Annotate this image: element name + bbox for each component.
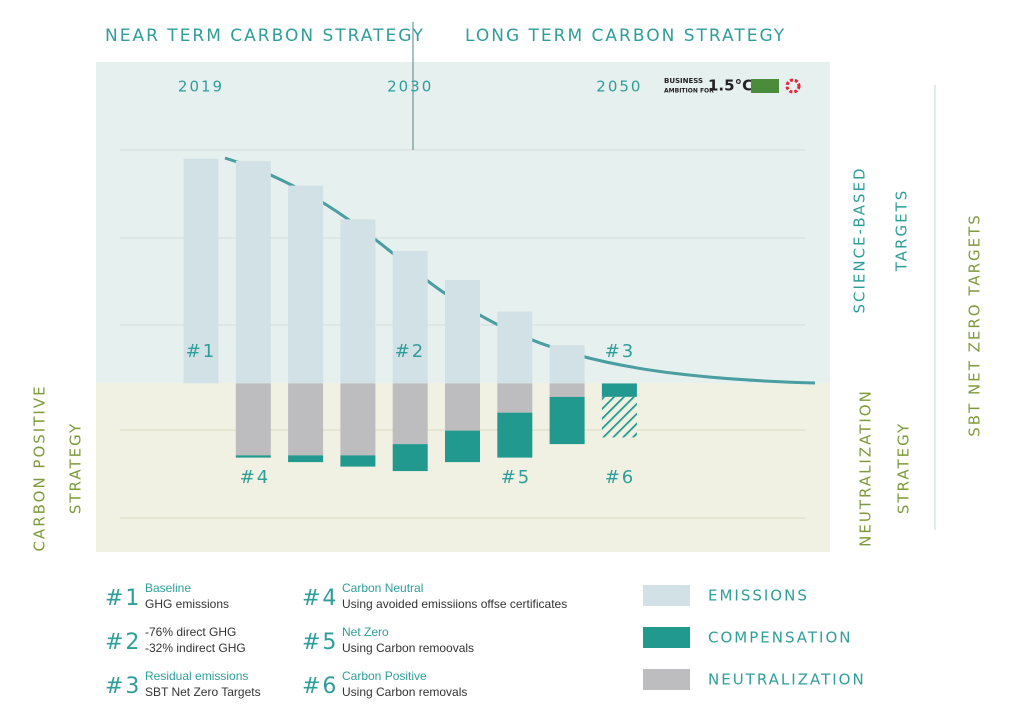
bar-segment bbox=[340, 383, 376, 456]
note-title: Net Zero bbox=[342, 625, 389, 639]
bar-segment bbox=[497, 311, 533, 384]
note-marker: #6 bbox=[302, 674, 338, 699]
annotation: #6 bbox=[605, 467, 636, 488]
side-label: STRATEGY bbox=[895, 422, 913, 514]
side-labels: SCIENCE-BASED TARGETS SBT NET ZERO TARGE… bbox=[31, 166, 984, 551]
bar-segment bbox=[601, 396, 637, 438]
legend-label: COMPENSATION bbox=[708, 629, 852, 647]
year-label: 2019 bbox=[178, 78, 224, 96]
bar-segment bbox=[235, 455, 271, 458]
bar-segment bbox=[288, 185, 324, 384]
side-label: STRATEGY bbox=[67, 422, 85, 514]
bar-segment bbox=[445, 383, 480, 431]
year-label: 2030 bbox=[387, 78, 433, 96]
note-text: -76% direct GHG bbox=[145, 625, 236, 639]
logo-text-3: 1.5°C bbox=[708, 77, 753, 95]
note-title: Residual emissions bbox=[145, 669, 248, 683]
year-label: 2050 bbox=[596, 78, 642, 96]
side-label: SCIENCE-BASED bbox=[851, 166, 869, 313]
notes: #1 Baseline GHG emissions #2 -76% direct GHG… bbox=[105, 581, 567, 699]
bar-segment bbox=[288, 455, 324, 463]
bar-segment bbox=[392, 383, 428, 445]
logo: BUSINESS AMBITION FOR 1.5°C bbox=[664, 77, 801, 95]
annotation: #5 bbox=[501, 467, 532, 488]
bar-segment bbox=[392, 444, 428, 472]
bars: 2019 2030 2050 #1 #2 #3 #4 #5 #6 bbox=[178, 78, 642, 489]
side-label: SBT NET ZERO TARGETS bbox=[966, 213, 984, 437]
legend-label: EMISSIONS bbox=[708, 587, 809, 605]
bar-segment bbox=[392, 250, 428, 384]
annotation: #2 bbox=[395, 341, 426, 362]
note-text: Using Carbon removals bbox=[342, 685, 467, 699]
legend-swatch bbox=[643, 585, 690, 606]
bar-segment bbox=[183, 158, 219, 384]
note-text: GHG emissions bbox=[145, 597, 229, 611]
bar-segment bbox=[445, 280, 480, 384]
near-term-title: NEAR TERM CARBON STRATEGY bbox=[105, 26, 425, 46]
annotation: #1 bbox=[186, 341, 217, 362]
legend-swatch bbox=[643, 669, 690, 690]
side-label: CARBON POSITIVE bbox=[31, 384, 49, 551]
bar-segment bbox=[497, 412, 533, 458]
bar-segment bbox=[340, 455, 376, 467]
bar-segment bbox=[235, 160, 271, 384]
legend-swatch bbox=[643, 627, 690, 648]
side-label: NEUTRALIZATION bbox=[857, 389, 875, 547]
bar-segment bbox=[497, 383, 533, 413]
bar-segment bbox=[288, 383, 324, 456]
bar-segment bbox=[549, 396, 585, 445]
bar-segment bbox=[235, 383, 271, 456]
note-text: Using Carbon remoovals bbox=[342, 641, 474, 655]
note-text: -32% indirect GHG bbox=[145, 641, 246, 655]
logo-text-2: AMBITION FOR bbox=[664, 88, 714, 95]
note-title: Baseline bbox=[145, 581, 191, 595]
bar-segment bbox=[601, 383, 637, 397]
bar-segment bbox=[549, 383, 585, 397]
note-marker: #2 bbox=[105, 630, 141, 655]
note-marker: #3 bbox=[105, 674, 141, 699]
annotation: #4 bbox=[240, 467, 271, 488]
logo-text-1: BUSINESS bbox=[664, 77, 703, 85]
note-title: Carbon Neutral bbox=[342, 581, 423, 595]
bar-segment bbox=[340, 219, 376, 384]
note-marker: #1 bbox=[105, 586, 141, 611]
note-title: Carbon Positive bbox=[342, 669, 427, 683]
bar-segment bbox=[445, 430, 480, 463]
note-text: Using avoided emissiions offse certifica… bbox=[342, 597, 567, 611]
note-text: SBT Net Zero Targets bbox=[145, 685, 261, 699]
bar-segment bbox=[549, 345, 585, 384]
side-label: TARGETS bbox=[893, 189, 911, 272]
note-marker: #5 bbox=[302, 630, 338, 655]
legend-label: NEUTRALIZATION bbox=[708, 671, 866, 689]
long-term-title: LONG TERM CARBON STRATEGY bbox=[465, 26, 786, 46]
legend: EMISSIONS COMPENSATION NEUTRALIZATION bbox=[643, 585, 866, 690]
note-marker: #4 bbox=[302, 586, 338, 611]
annotation: #3 bbox=[605, 341, 636, 362]
